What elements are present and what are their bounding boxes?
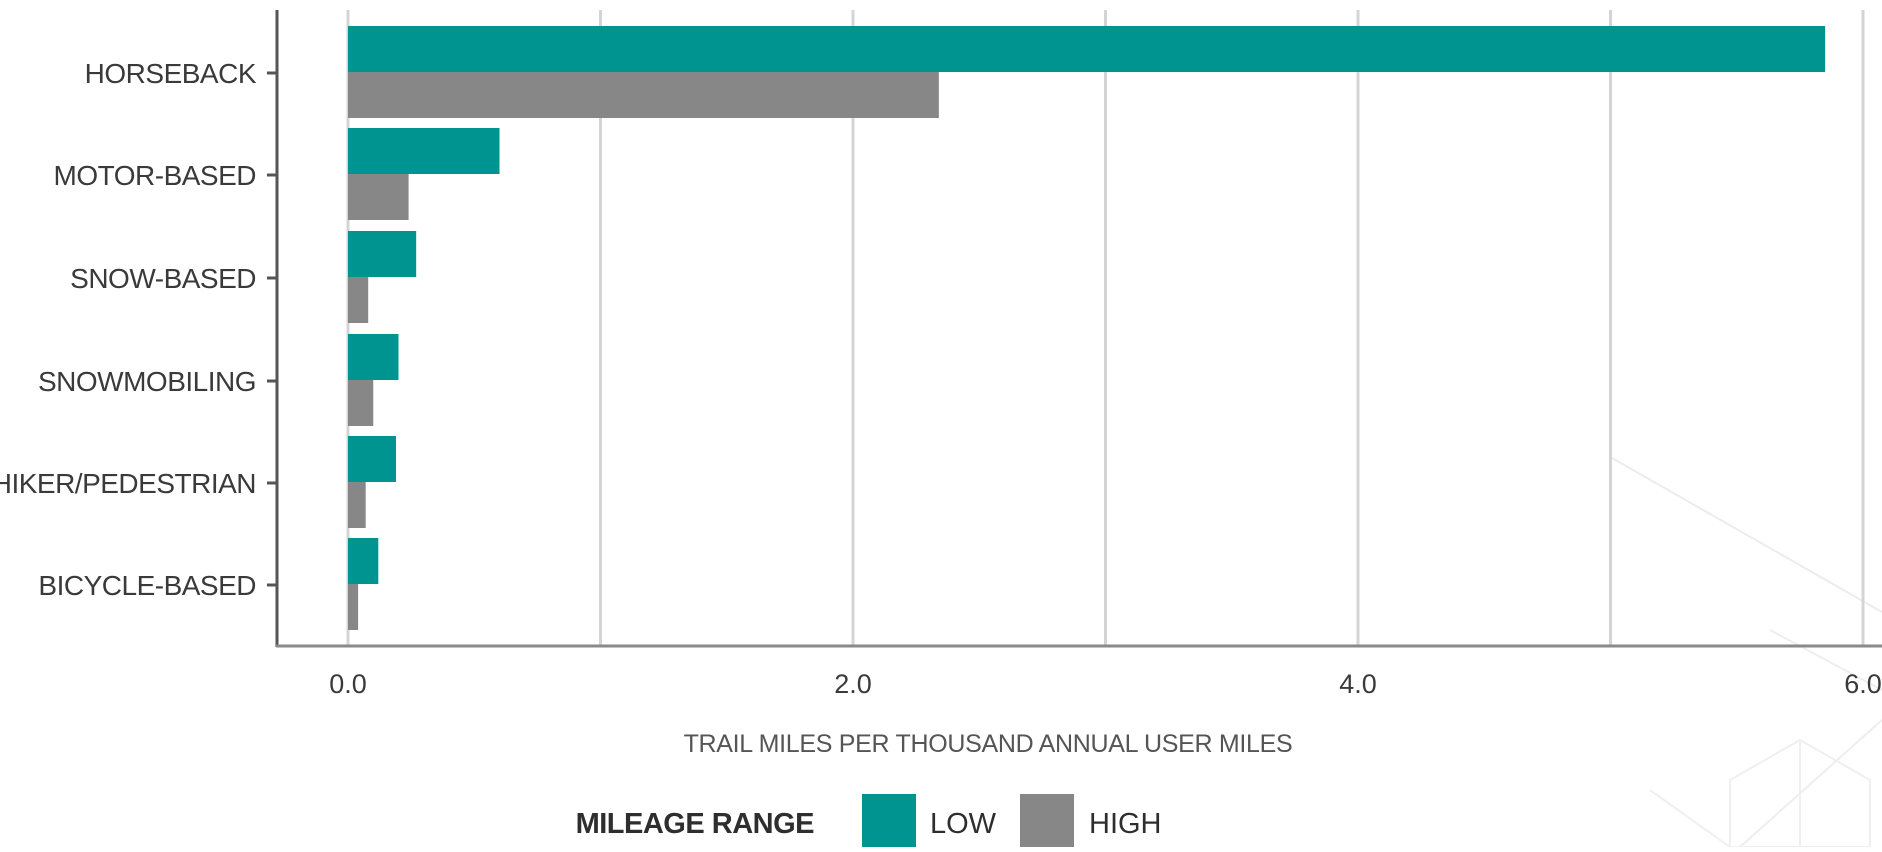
legend-label-low: LOW — [930, 808, 997, 840]
bar-high-motor-based — [348, 174, 409, 220]
bar-low-hiker-pedestrian — [348, 436, 396, 482]
category-label: SNOW-BASED — [70, 263, 256, 294]
bar-low-motor-based — [348, 128, 500, 174]
bars — [348, 26, 1826, 630]
legend-items: LOW HIGH — [862, 794, 1162, 847]
bar-high-snow-based — [348, 277, 369, 323]
legend: MILEAGE RANGE LOW HIGH — [576, 794, 1162, 847]
legend-swatch-high — [1020, 794, 1074, 847]
bar-low-snow-based — [348, 231, 417, 277]
category-labels: HORSEBACK MOTOR-BASED SNOW-BASED SNOWMOBILI… — [0, 58, 276, 601]
legend-title: MILEAGE RANGE — [576, 808, 815, 840]
bar-low-bicycle-based — [348, 538, 379, 584]
bar-low-horseback — [348, 26, 1826, 72]
axes — [275, 10, 1882, 648]
x-tick-label: 6.0 — [1844, 669, 1882, 699]
category-label: MOTOR-BASED — [54, 160, 256, 191]
legend-label-high: HIGH — [1089, 808, 1162, 840]
category-label: HORSEBACK — [85, 58, 257, 89]
bar-low-snowmobiling — [348, 334, 399, 380]
x-tick-labels: 0.0 2.0 4.0 6.0 — [329, 669, 1882, 699]
category-label: SNOWMOBILING — [38, 366, 256, 397]
bar-high-hiker-pedestrian — [348, 482, 366, 528]
background-decoration — [1611, 457, 1882, 848]
x-axis-title: TRAIL MILES PER THOUSAND ANNUAL USER MIL… — [684, 730, 1293, 758]
bar-high-bicycle-based — [348, 584, 359, 630]
bar-high-horseback — [348, 72, 939, 118]
legend-swatch-low — [862, 794, 916, 847]
bar-high-snowmobiling — [348, 380, 374, 426]
x-tick-label: 4.0 — [1339, 669, 1377, 699]
category-label: BICYCLE-BASED — [38, 570, 256, 601]
category-label: HIKER/PEDESTRIAN — [0, 468, 256, 499]
x-tick-label: 2.0 — [834, 669, 872, 699]
x-tick-label: 0.0 — [329, 669, 367, 699]
